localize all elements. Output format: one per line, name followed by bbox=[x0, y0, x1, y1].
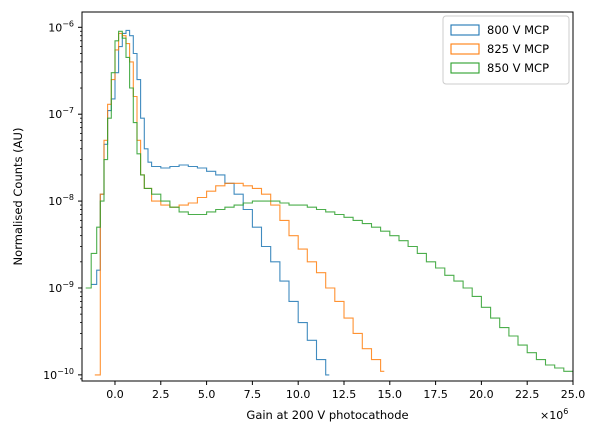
x-tick-label: 5.0 bbox=[198, 388, 216, 401]
y-tick-exponent: −6 bbox=[62, 19, 74, 28]
y-tick-label: 10−9 bbox=[48, 280, 74, 295]
x-axis-multiplier: ×106 bbox=[540, 407, 568, 422]
legend-swatch bbox=[450, 62, 480, 74]
y-tick-base: 10 bbox=[48, 21, 62, 34]
series-layer bbox=[85, 29, 573, 376]
x-axis-ticks: 0.0 2.5 5.0 7.5 10.0 12.5 15.0 17.5 20.0 22.5 25.0 bbox=[106, 381, 585, 401]
x-tick-label: 2.5 bbox=[152, 388, 170, 401]
y-tick-exponent: −8 bbox=[62, 193, 74, 202]
y-tick-base: 10 bbox=[43, 369, 57, 382]
x-tick-label: 20.0 bbox=[469, 388, 494, 401]
series-2-step-line bbox=[94, 32, 385, 376]
y-axis-label: Normalised Counts (AU) bbox=[11, 128, 25, 266]
legend-label: 850 V MCP bbox=[487, 61, 549, 75]
x-multiplier-base: ×10 bbox=[540, 409, 563, 422]
y-tick-label: 10−8 bbox=[48, 193, 74, 208]
y-tick-base: 10 bbox=[48, 195, 62, 208]
series-1-step-line bbox=[91, 29, 330, 376]
y-tick-base: 10 bbox=[48, 282, 62, 295]
y-tick-exponent: −9 bbox=[62, 280, 74, 289]
y-tick-label: 10−6 bbox=[48, 19, 74, 34]
y-tick-exponent: −7 bbox=[62, 106, 74, 115]
x-tick-label: 15.0 bbox=[378, 388, 403, 401]
legend-box bbox=[442, 15, 570, 85]
y-tick-base: 10 bbox=[48, 108, 62, 121]
legend-swatch bbox=[450, 43, 480, 55]
y-tick-label: 10−10 bbox=[43, 367, 74, 382]
x-tick-label: 10.0 bbox=[286, 388, 311, 401]
x-tick-label: 17.5 bbox=[423, 388, 448, 401]
x-tick-label: 25.0 bbox=[561, 388, 586, 401]
legend-label: 825 V MCP bbox=[487, 42, 549, 56]
legend-swatch bbox=[450, 24, 480, 36]
x-tick-label: 22.5 bbox=[515, 388, 540, 401]
series-3-step-line bbox=[85, 30, 573, 376]
x-tick-label: 12.5 bbox=[332, 388, 357, 401]
x-tick-label: 7.5 bbox=[244, 388, 262, 401]
legend: 800 V MCP 825 V MCP 850 V MCP bbox=[442, 15, 570, 85]
x-axis-label: Gain at 200 V photocathode bbox=[246, 408, 408, 422]
plot-frame bbox=[81, 11, 574, 382]
x-tick-label: 0.0 bbox=[106, 388, 124, 401]
x-multiplier-exponent: 6 bbox=[563, 407, 568, 416]
y-tick-label: 10−7 bbox=[48, 106, 74, 121]
y-tick-exponent: −10 bbox=[57, 367, 74, 376]
legend-label: 800 V MCP bbox=[487, 23, 549, 37]
